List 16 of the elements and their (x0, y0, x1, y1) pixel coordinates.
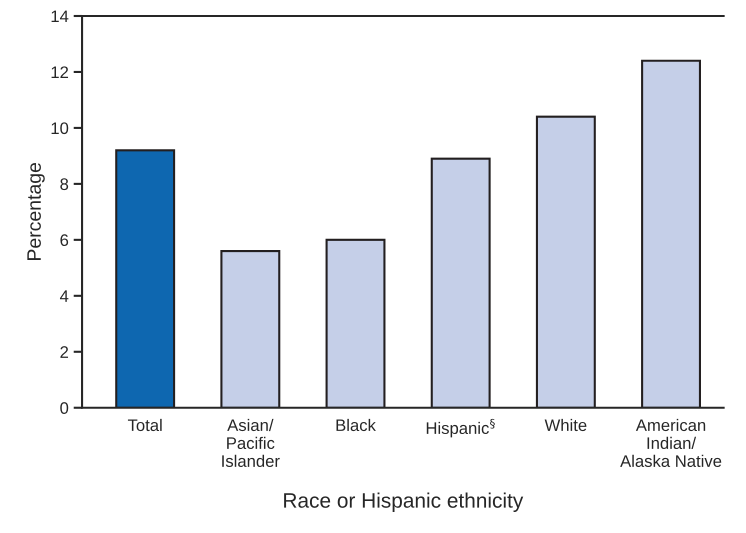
x-tick-label: White (544, 418, 586, 432)
y-tick-label: 4 (60, 290, 68, 302)
y-tick-label: 6 (60, 234, 68, 246)
y-tick-label: 8 (60, 178, 68, 190)
x-tick-label: Asian/ Pacific Islander (222, 418, 280, 467)
y-tick-label: 0 (60, 402, 68, 414)
y-tick-label: 12 (52, 66, 68, 78)
x-tick-label: Hispanic$^{§}$ (426, 418, 495, 438)
x-tick-label: Total (128, 418, 162, 432)
x-tick-label: American Indian/ Alaska Native (620, 418, 722, 467)
y-tick-label: 10 (52, 122, 68, 134)
y-axis-title: Percentage (27, 163, 45, 260)
x-tick-label: Black (336, 418, 376, 432)
y-tick-label: 14 (52, 10, 68, 22)
y-tick-label: 2 (60, 346, 68, 358)
x-axis-title: Race or Hispanic ethnicity (284, 492, 524, 512)
